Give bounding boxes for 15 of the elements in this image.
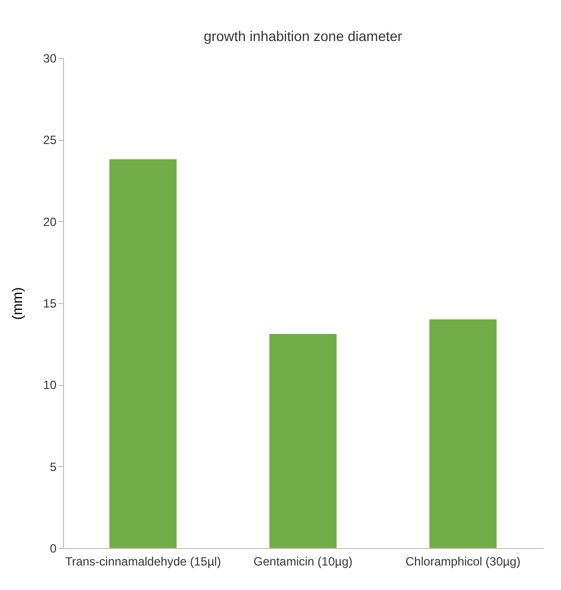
x-tick-label: Trans-cinnamaldehyde (15µl) <box>65 554 221 568</box>
y-tick-label: 25 <box>43 133 57 148</box>
x-tick-label: Gentamicin (10µg) <box>254 554 352 568</box>
y-tick-label: 30 <box>43 52 57 66</box>
bar <box>269 334 337 548</box>
y-tick-label: 20 <box>43 214 57 229</box>
y-tick-label: 15 <box>43 296 57 310</box>
chart-title: growth inhabition zone diameter <box>204 28 403 44</box>
y-tick-label: 0 <box>50 542 57 556</box>
bar <box>429 319 497 548</box>
bar <box>109 159 177 548</box>
y-tick-label: 5 <box>50 460 57 474</box>
x-tick-label: Chloramphicol (30µg) <box>406 554 520 568</box>
y-tick-label: 10 <box>43 378 57 392</box>
y-axis-title: (mm) <box>9 287 26 320</box>
